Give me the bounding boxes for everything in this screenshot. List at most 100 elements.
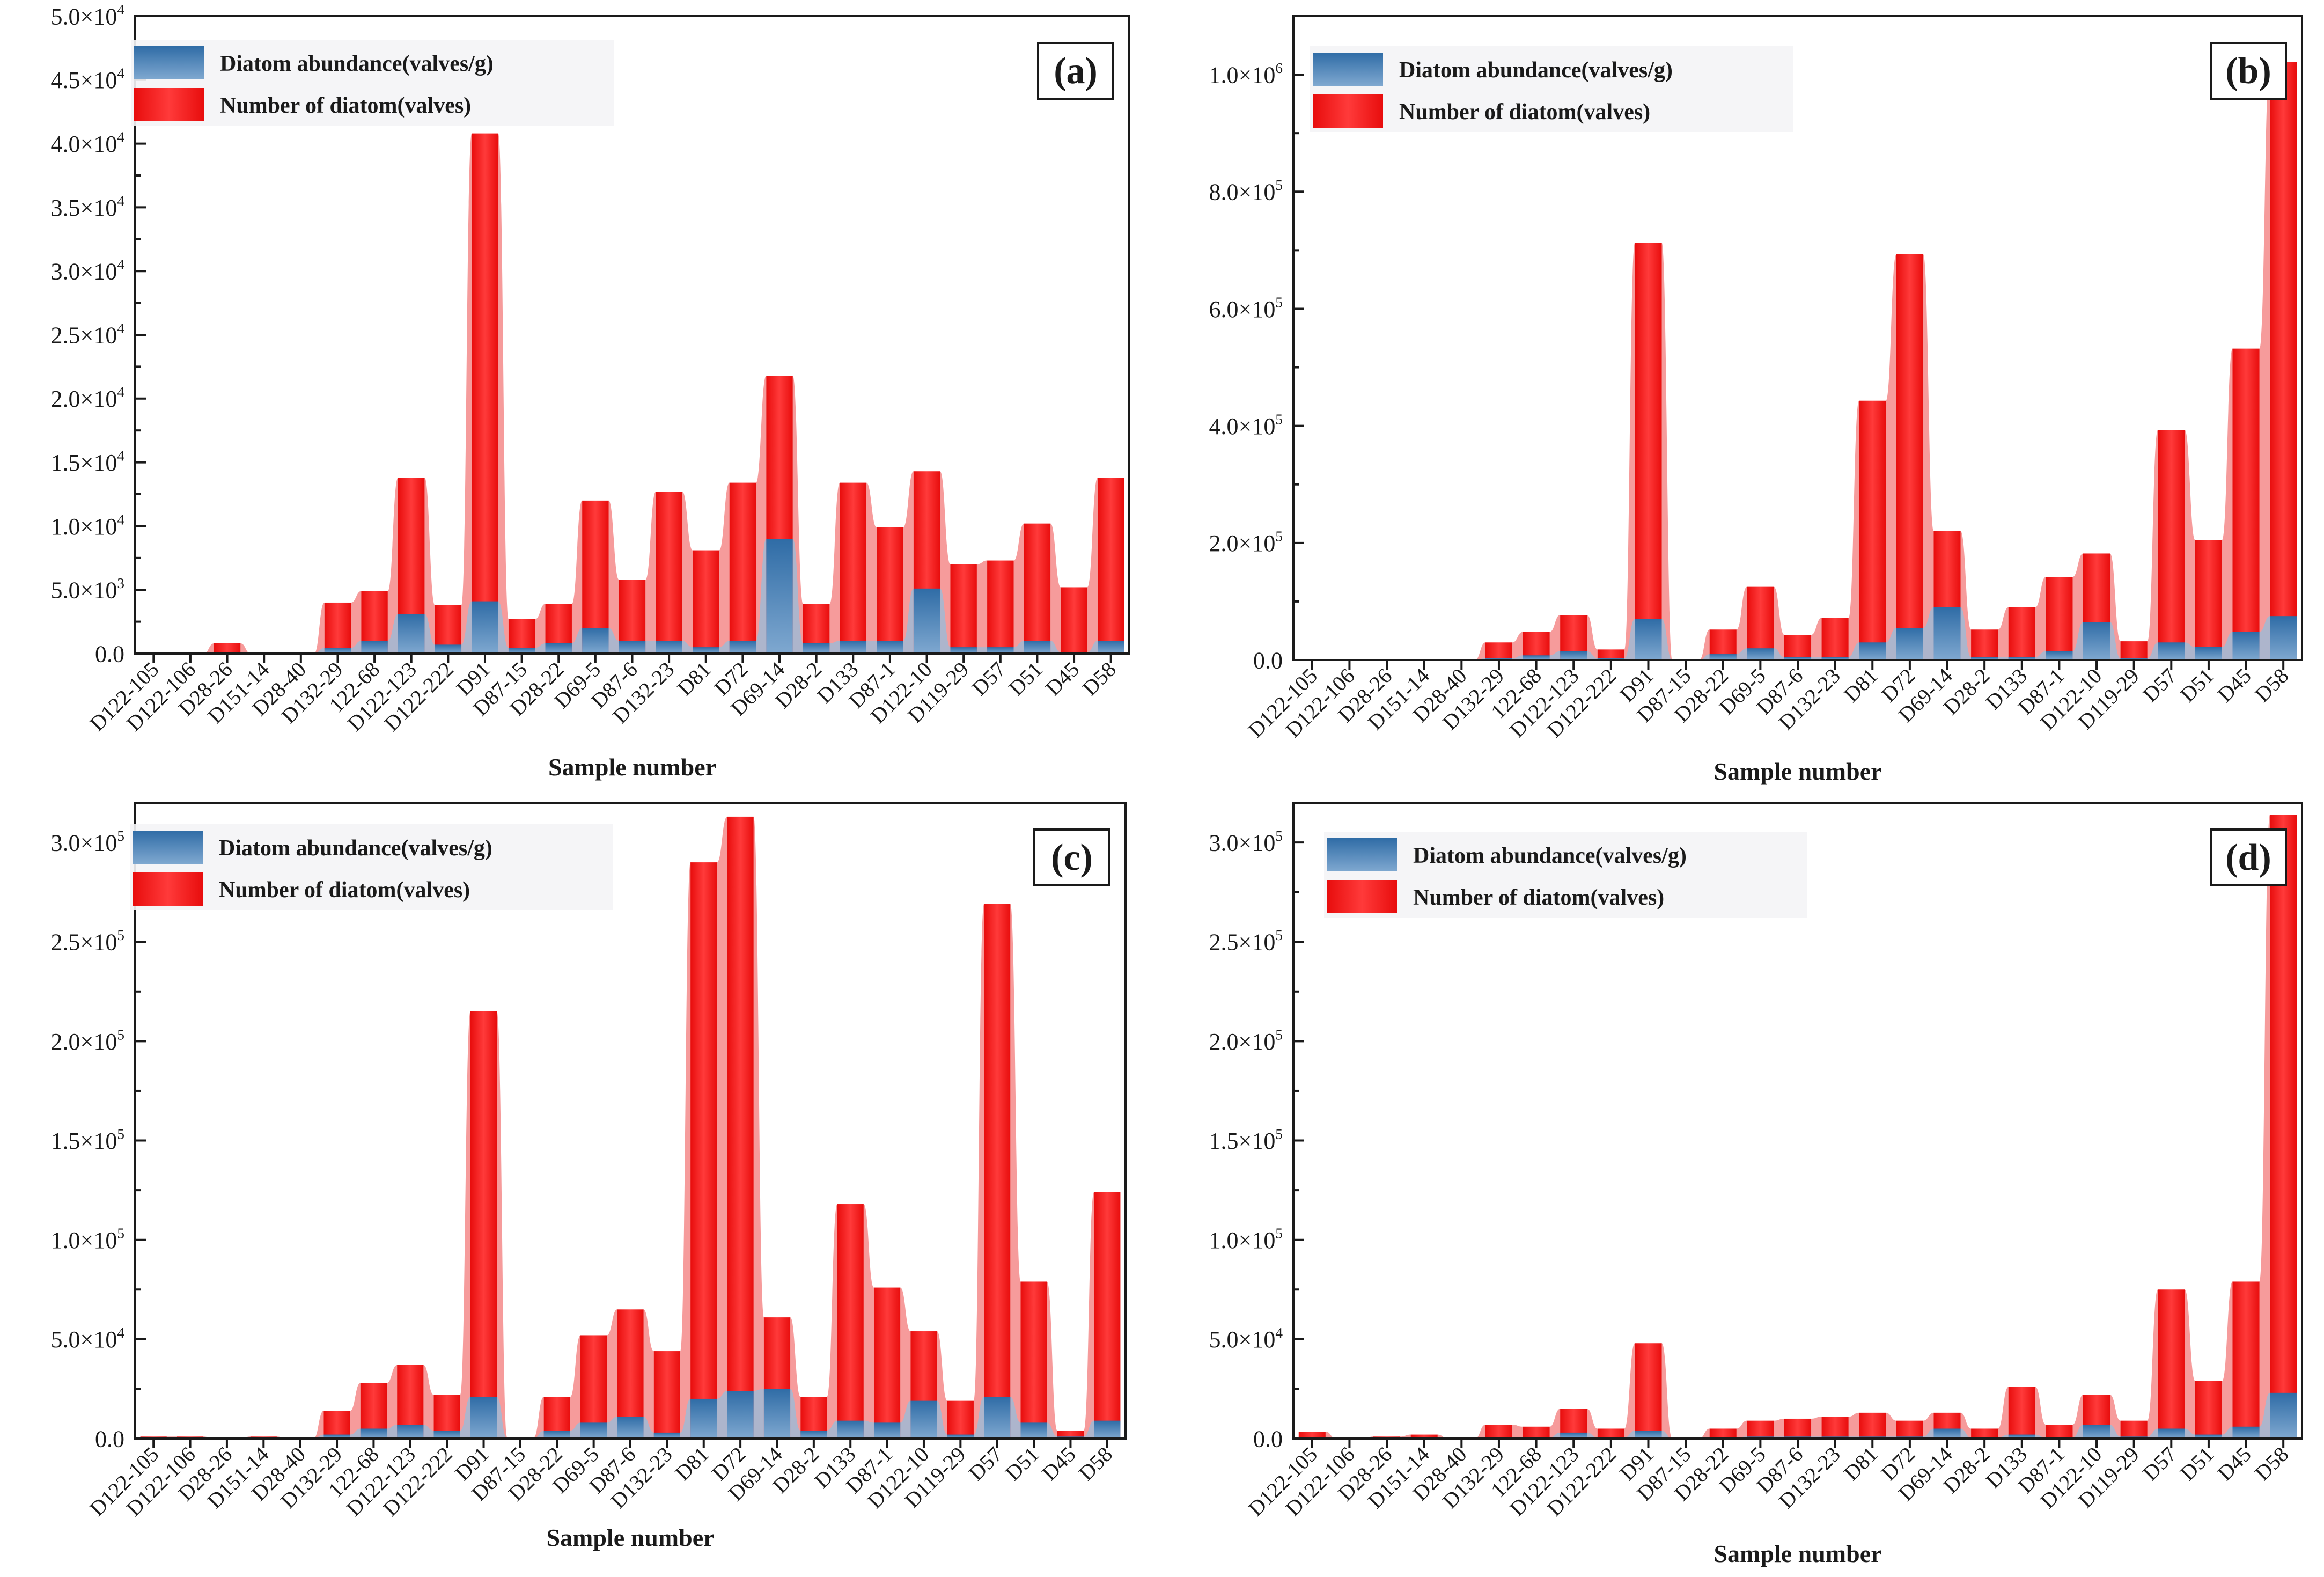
abundance-connector-area xyxy=(866,641,877,654)
number-connector-area xyxy=(1699,629,1710,660)
abundance-connector-area xyxy=(2259,616,2270,660)
legend-swatch-abundance xyxy=(1313,53,1383,86)
number-connector-area xyxy=(829,482,840,654)
abundance-connector-area xyxy=(1624,619,1635,660)
abundance-connector-area xyxy=(900,1400,911,1439)
abundance-bar xyxy=(1097,641,1124,654)
number-connector-area xyxy=(719,482,730,654)
abundance-connector-area xyxy=(2222,1426,2233,1439)
x-tick-label: D45 xyxy=(2212,1442,2256,1486)
number-bar xyxy=(1635,1343,1662,1439)
abundance-connector-area xyxy=(1512,655,1523,660)
abundance-connector-area xyxy=(2222,632,2233,660)
x-axis-label: Sample number xyxy=(546,1524,714,1551)
number-bar xyxy=(324,602,351,654)
number-connector-area xyxy=(1811,1417,1822,1439)
abundance-connector-area xyxy=(2072,1425,2083,1439)
abundance-bar xyxy=(1020,1422,1047,1439)
number-bar xyxy=(877,527,903,654)
y-tick-label: 1.0×106 xyxy=(1209,60,1283,88)
number-connector-area xyxy=(608,500,619,654)
number-connector-area xyxy=(1010,904,1021,1439)
abundance-connector-area xyxy=(1587,1432,1598,1439)
legend-box xyxy=(130,824,613,910)
number-bar xyxy=(1747,1420,1774,1439)
abundance-bar xyxy=(508,648,535,654)
abundance-connector-area xyxy=(607,1417,617,1439)
number-bar xyxy=(2008,1387,2035,1439)
number-connector-area xyxy=(2035,1387,2046,1439)
abundance-connector-area xyxy=(2110,1425,2121,1439)
y-tick-label: 2.5×105 xyxy=(51,927,124,955)
number-connector-area xyxy=(866,482,877,654)
number-connector-area xyxy=(1998,1387,2009,1439)
abundance-bar xyxy=(910,1400,937,1439)
number-connector-area xyxy=(717,816,727,1439)
number-connector-area xyxy=(1624,1343,1635,1439)
number-bar xyxy=(1597,1428,1624,1439)
x-axis-label: Sample number xyxy=(548,753,716,781)
number-connector-area xyxy=(1923,254,1934,660)
y-tick-label: 3.5×104 xyxy=(51,193,125,221)
number-bar xyxy=(2158,430,2185,660)
number-bar xyxy=(1097,478,1124,654)
number-bar xyxy=(1597,649,1624,660)
abundance-bar xyxy=(2083,622,2110,660)
number-bar xyxy=(2046,1425,2073,1439)
x-tick-label: D57 xyxy=(964,1442,1007,1486)
abundance-bar xyxy=(1896,628,1923,660)
number-connector-area xyxy=(1848,1412,1859,1439)
abundance-bar xyxy=(2083,1425,2110,1439)
y-tick-label: 1.0×104 xyxy=(51,511,125,539)
y-tick-label: 4.0×104 xyxy=(51,129,125,157)
y-tick-label: 0.0 xyxy=(95,1426,124,1452)
abundance-connector-area xyxy=(2035,651,2046,660)
abundance-bar xyxy=(2195,1434,2222,1439)
number-bar xyxy=(2232,1281,2260,1439)
number-bar xyxy=(1821,1417,1849,1439)
x-tick-label: D57 xyxy=(967,657,1011,701)
abundance-bar xyxy=(470,1397,497,1439)
number-connector-area xyxy=(2185,430,2195,660)
number-bar xyxy=(1061,587,1087,654)
number-bar xyxy=(873,1287,901,1439)
number-connector-area xyxy=(1512,632,1523,660)
abundance-bar xyxy=(1635,619,1662,660)
x-tick-label: D45 xyxy=(1037,1442,1080,1486)
number-bar xyxy=(1859,1412,1886,1439)
y-tick-label: 0.0 xyxy=(95,641,124,667)
abundance-bar xyxy=(1747,648,1774,660)
number-connector-area xyxy=(827,1204,837,1439)
abundance-connector-area xyxy=(2110,622,2121,660)
number-connector-area xyxy=(535,604,546,654)
y-tick-label: 1.0×105 xyxy=(1209,1226,1283,1253)
abundance-connector-area xyxy=(461,601,472,654)
number-connector-area xyxy=(460,1011,470,1439)
abundance-connector-area xyxy=(1587,651,1598,660)
abundance-bar xyxy=(360,1428,387,1439)
y-tick-label: 1.0×105 xyxy=(51,1226,124,1253)
abundance-bar xyxy=(545,643,572,654)
legend-swatch-number xyxy=(1327,880,1397,913)
abundance-connector-area xyxy=(973,1397,984,1439)
x-tick-label: D45 xyxy=(2212,664,2256,707)
legend-label-abundance: Diatom abundance(valves/g) xyxy=(220,52,494,76)
y-tick-label: 2.5×104 xyxy=(51,320,125,348)
abundance-connector-area xyxy=(2147,642,2158,660)
number-connector-area xyxy=(571,500,583,654)
abundance-connector-area xyxy=(792,539,803,654)
abundance-bar xyxy=(690,1398,717,1439)
number-connector-area xyxy=(570,1335,581,1439)
abundance-connector-area xyxy=(940,588,951,654)
number-bar xyxy=(1298,1432,1326,1439)
legend-label-abundance: Diatom abundance(valves/g) xyxy=(1399,58,1673,83)
number-connector-area xyxy=(1699,1428,1710,1439)
y-tick-label: 4.5×104 xyxy=(51,65,125,93)
abundance-connector-area xyxy=(424,614,435,654)
abundance-bar xyxy=(1635,1431,1662,1439)
number-bar xyxy=(214,643,241,654)
abundance-connector-area xyxy=(387,1425,398,1439)
abundance-connector-area xyxy=(863,1420,874,1439)
number-connector-area xyxy=(1774,1418,1784,1439)
number-bar xyxy=(1410,1434,1438,1439)
